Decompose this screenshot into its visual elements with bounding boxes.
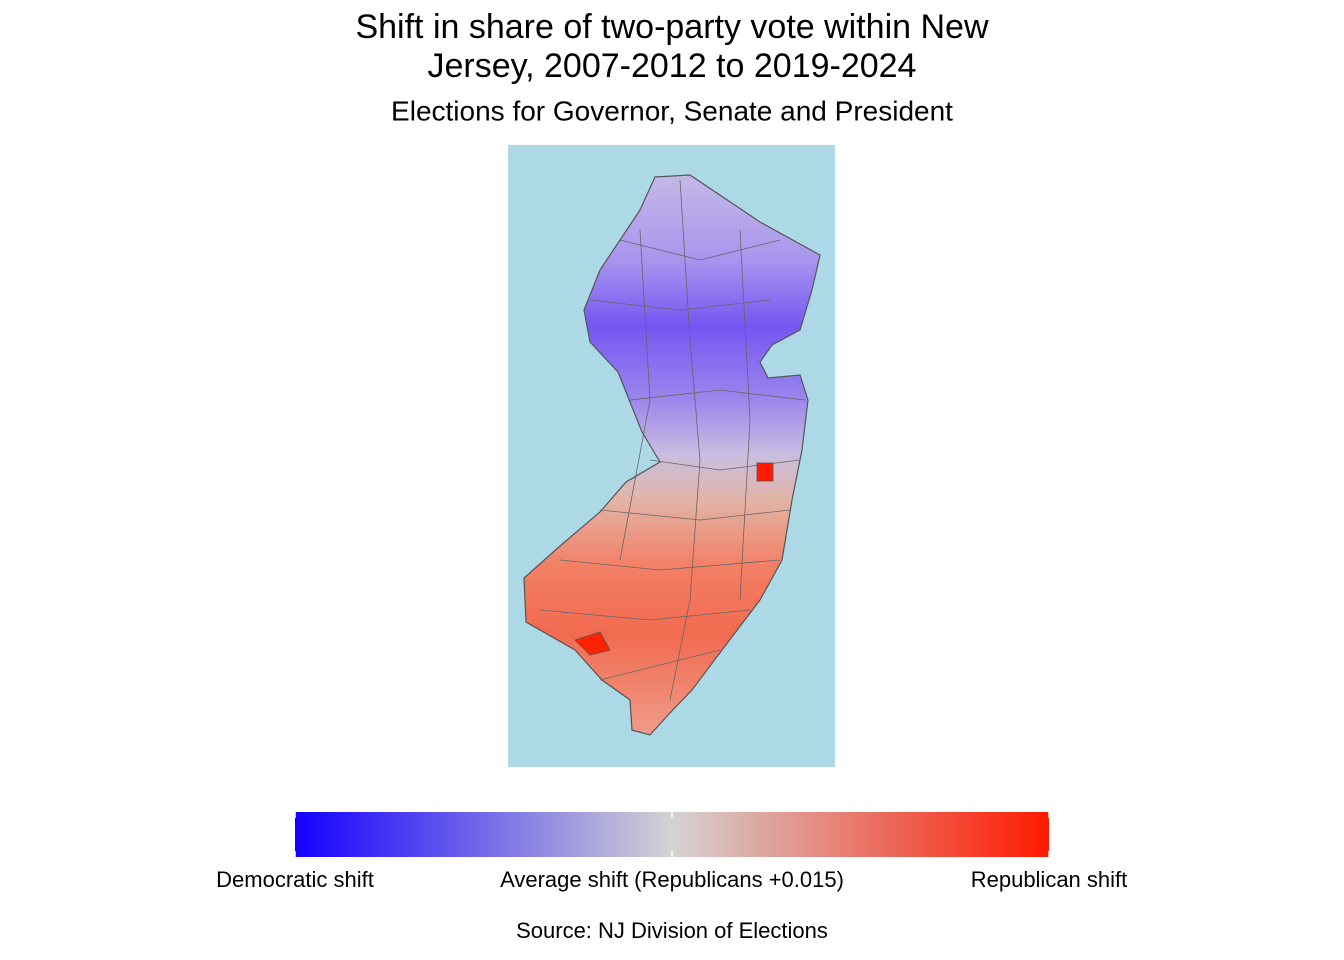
title-line: Shift in share of two-party vote within … — [355, 8, 988, 46]
legend-label: Democratic shift — [216, 867, 374, 892]
municipality — [756, 462, 774, 482]
source: Source: NJ Division of Elections — [516, 918, 828, 943]
municipal-borders — [539, 179, 806, 701]
color-bar — [295, 812, 1049, 857]
municipality — [574, 631, 611, 656]
legend-label: Republican shift — [971, 867, 1128, 892]
state-shape — [523, 174, 821, 736]
title-line: Jersey, 2007-2012 to 2019-2024 — [428, 47, 917, 85]
subtitle: Elections for Governor, Senate and Presi… — [391, 95, 953, 126]
legend-label: Average shift (Republicans +0.015) — [500, 867, 844, 892]
